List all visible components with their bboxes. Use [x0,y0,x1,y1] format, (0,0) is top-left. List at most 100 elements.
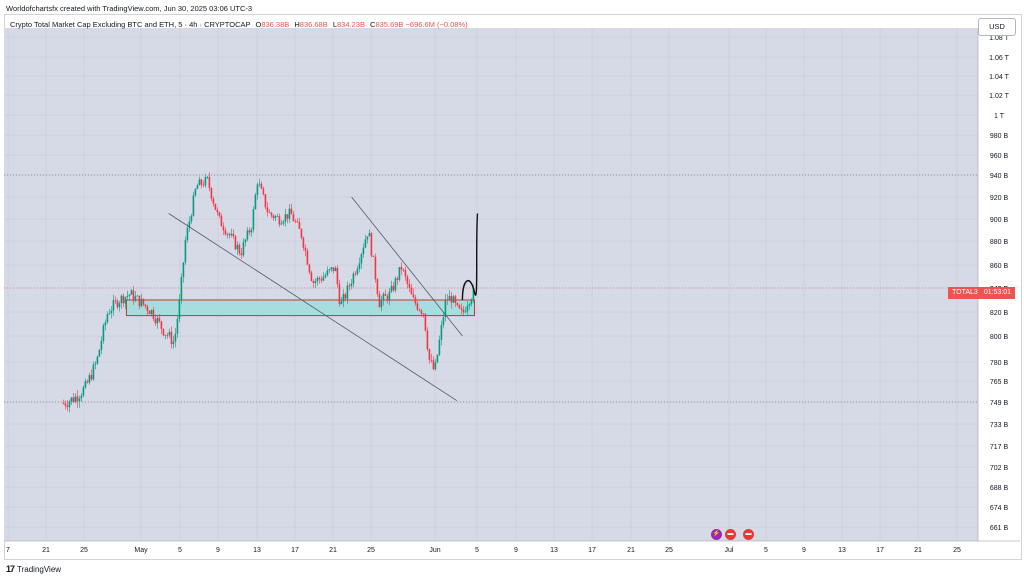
candle-body [382,293,385,301]
support-zone-rect[interactable] [125,299,475,317]
candle-body [156,317,159,324]
candle-body [154,318,157,324]
price-tick-label: 980 B [990,133,1009,140]
candle-body [366,236,369,240]
candle-body [130,290,133,295]
candle-body [258,183,261,185]
candle-body [284,214,287,222]
candle-body [138,295,141,307]
candle-body [456,303,459,306]
candle-body [378,293,381,308]
close-value: 835.69B [375,20,404,29]
candle-body [288,208,291,219]
lightning-event-icon[interactable]: ⚡ [711,529,722,540]
candle-body [152,309,155,319]
candle-body [214,203,217,210]
candle-body [66,405,69,408]
candle-body [228,233,231,236]
trendline[interactable] [351,196,463,337]
us-flag-event-icon[interactable]: ▬ [725,529,736,540]
candle-body [172,341,175,345]
candle-body [120,295,123,304]
candle-body [232,233,235,237]
time-tick-label: 21 [914,547,922,554]
plot-area[interactable] [4,28,978,541]
price-tick-label: 749 B [990,400,1009,407]
price-tag-countdown: 01:53:01 [983,289,1012,296]
candle-body [248,230,251,233]
candle-body [308,264,311,273]
price-tick-label: 1.08 T [989,35,1009,42]
candle-body [110,310,113,314]
candle-body [184,239,187,263]
candle-body [204,177,207,186]
candle-body [418,309,421,311]
candle-body [340,301,343,305]
candle-body [142,298,145,305]
candle-body [92,364,95,380]
price-tick-label: 661 B [990,525,1009,532]
candle-body [362,247,365,255]
candle-body [332,267,335,272]
time-tick-label: 7 [6,547,10,554]
price-tick-label: 800 B [990,334,1009,341]
candle-body [400,266,403,270]
candle-body [372,255,375,257]
time-tick-label: 25 [80,547,88,554]
candle-body [212,198,215,204]
candle-body [432,360,435,370]
candle-body [210,188,213,199]
time-tick-label: 13 [550,547,558,554]
candle-body [266,207,269,213]
low-label: L [332,20,337,29]
candle-body [68,401,71,408]
candle-body [278,216,281,225]
candle-body [292,214,295,222]
projection-path[interactable] [461,213,479,301]
candle-body [220,215,223,227]
candle-body [304,247,307,251]
current-price-tag: TOTAL3 01:53:01 [948,287,1016,299]
candle-body [298,222,301,229]
candle-body [96,356,99,364]
candle-body [318,277,321,280]
high-label: H [294,20,300,29]
tradingview-logo[interactable]: 17 TradingView [6,564,61,574]
candle-body [460,308,463,310]
candle-body [286,214,289,219]
candle-body [268,212,271,213]
trendlines [168,196,463,402]
time-tick-label: Jun [429,547,440,554]
candle-body [386,295,389,301]
candle-body [202,184,205,186]
candle-body [392,285,395,291]
candle-body [384,293,387,296]
candle-body [74,396,77,403]
close-label: C [370,20,376,29]
candle-body [100,340,103,350]
high-value: 836.68B [299,20,328,29]
candle-body [446,299,449,301]
time-tick-label: 21 [42,547,50,554]
price-tick-label: 880 B [990,239,1009,246]
candle-body [294,221,297,222]
candle-body [136,295,139,297]
trendline[interactable] [168,213,458,402]
candle-body [368,233,371,237]
candle-body [310,272,313,281]
candle-body [104,322,107,326]
candle-body [314,281,317,283]
gridlines [4,28,978,541]
time-axis: 7 21 25 May 5 9 13 17 21 25 Jun 5 9 13 17 21 25 Jul 5 9 13 17… [6,547,961,554]
candle-body [450,295,453,303]
candle-body [336,267,339,285]
symbol-title: Crypto Total Market Cap Excluding BTC an… [10,20,251,29]
price-tick-label: 920 B [990,195,1009,202]
candle-body [322,277,325,281]
candle-body [132,290,135,301]
currency-button[interactable]: USD [978,18,1016,36]
us-flag-event-icon[interactable]: ▬ [743,529,754,540]
candle-body [162,328,165,336]
candle-body [406,276,409,284]
